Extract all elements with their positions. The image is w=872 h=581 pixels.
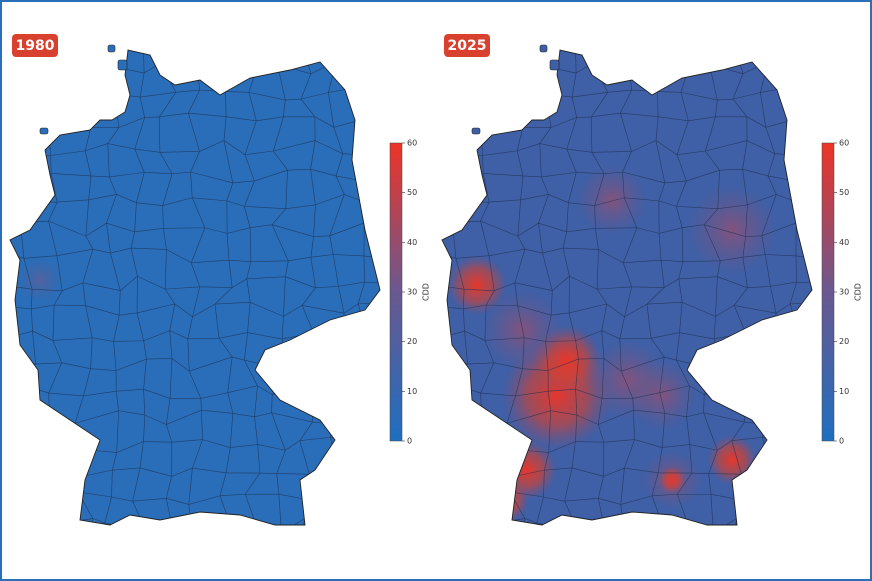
colorbar-tick-label: 0: [839, 437, 844, 446]
colorbar-tick-label: 0: [407, 437, 412, 446]
map: [10, 50, 380, 525]
island: [107, 44, 116, 53]
country-outline: [441, 49, 813, 526]
colorbar-tick-label: 60: [407, 139, 417, 148]
country-outline: [9, 49, 381, 526]
heat-area: [18, 258, 62, 302]
colorbar-tick-label: 20: [839, 337, 849, 346]
island: [117, 59, 128, 71]
year-label: 2025: [448, 38, 487, 54]
colorbar-label: CDD: [854, 283, 863, 301]
heat-area: [658, 466, 686, 494]
colorbar-label: CDD: [422, 283, 431, 301]
map: [442, 50, 812, 525]
colorbar-tick-label: 10: [407, 387, 417, 396]
heat-area: [447, 255, 507, 315]
colorbar-tick-label: 30: [407, 288, 417, 297]
colorbar-tick-label: 20: [407, 337, 417, 346]
heat-area: [587, 340, 667, 420]
heat-area: [482, 290, 562, 370]
year-badge: [12, 34, 58, 57]
island: [39, 127, 49, 135]
colorbar-tick-label: 60: [839, 139, 849, 148]
colorbar: [821, 142, 835, 442]
island: [539, 44, 548, 53]
colorbar-tick-label: 40: [839, 238, 849, 247]
map-panel: 1980 0 10 20 30 40 50 60 CDD: [9, 34, 431, 526]
colorbar-tick-label: 50: [407, 188, 417, 197]
colorbar-tick-label: 40: [407, 238, 417, 247]
colorbar-tick-label: 10: [839, 387, 849, 396]
map-panel: 2025 0 10 20 30 40 50 60 CDD: [441, 34, 863, 526]
colorbar-tick-label: 50: [839, 188, 849, 197]
heat-area: [577, 165, 647, 235]
heat-area: [687, 185, 777, 275]
year-label: 1980: [16, 38, 55, 54]
year-badge: [444, 34, 490, 57]
colorbar-tick-label: 30: [839, 288, 849, 297]
island: [471, 127, 481, 135]
colorbar: [389, 142, 403, 442]
region-fill: [10, 50, 380, 525]
island: [549, 59, 560, 71]
